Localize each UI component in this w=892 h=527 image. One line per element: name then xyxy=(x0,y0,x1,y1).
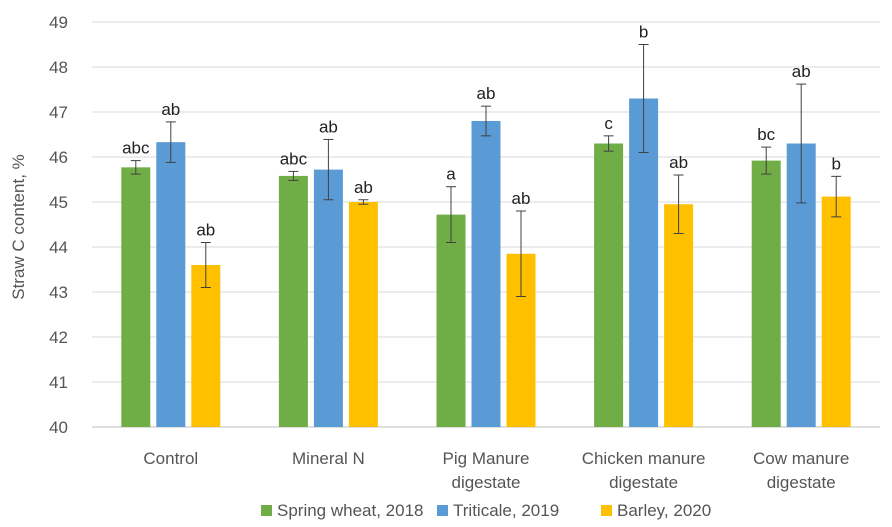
bar xyxy=(751,160,781,427)
bar xyxy=(191,265,221,427)
bar xyxy=(278,175,308,427)
error-bar xyxy=(358,199,369,205)
error-bar xyxy=(638,44,649,153)
x-category-label: Control xyxy=(143,449,198,468)
error-bar xyxy=(165,121,176,163)
legend-label: Spring wheat, 2018 xyxy=(277,501,424,520)
significance-label: ab xyxy=(477,84,496,103)
y-tick-label: 40 xyxy=(49,418,68,437)
y-tick-label: 48 xyxy=(49,58,68,77)
bar xyxy=(436,214,466,427)
legend-item: Spring wheat, 2018 xyxy=(261,501,424,520)
significance-label: a xyxy=(446,165,456,184)
significance-label: b xyxy=(831,154,840,173)
significance-label: ab xyxy=(196,221,215,240)
bar xyxy=(594,143,624,427)
y-tick-label: 45 xyxy=(49,193,68,212)
error-bar xyxy=(673,174,684,234)
error-bar xyxy=(761,146,772,175)
y-tick-label: 49 xyxy=(49,13,68,32)
significance-label: c xyxy=(604,114,613,133)
x-category-label: digestate xyxy=(609,473,678,492)
bar xyxy=(471,121,501,427)
error-bar xyxy=(323,138,334,201)
x-axis-categories: Control Mineral N Pig Manure digestate Chick… xyxy=(143,449,849,492)
error-bar xyxy=(831,175,842,218)
error-bars xyxy=(130,44,842,297)
x-category-label: digestate xyxy=(767,473,836,492)
significance-label: bc xyxy=(757,125,775,144)
significance-label: abc xyxy=(122,139,150,158)
bar xyxy=(348,202,378,427)
x-category-label: Mineral N xyxy=(292,449,365,468)
significance-label: b xyxy=(639,23,648,42)
significance-label: abc xyxy=(280,149,308,168)
error-bar xyxy=(200,242,211,288)
error-bar xyxy=(796,83,807,204)
significance-label: ab xyxy=(319,117,338,136)
y-tick-label: 44 xyxy=(49,238,68,257)
bars xyxy=(121,98,851,427)
significance-label: ab xyxy=(161,100,180,119)
error-bar xyxy=(516,210,526,297)
bar xyxy=(156,142,186,427)
significance-label: ab xyxy=(669,153,688,172)
x-category-label: digestate xyxy=(452,473,521,492)
y-tick-label: 41 xyxy=(49,373,68,392)
legend-label: Barley, 2020 xyxy=(617,501,711,520)
x-category-label: Cow manure xyxy=(753,449,849,468)
y-tick-label: 46 xyxy=(49,148,68,167)
significance-label: ab xyxy=(354,178,373,197)
legend-item: Barley, 2020 xyxy=(601,501,711,520)
bar xyxy=(629,98,659,427)
y-axis-title: Straw C content, % xyxy=(9,154,28,300)
significance-label: ab xyxy=(792,62,811,81)
legend-label: Triticale, 2019 xyxy=(453,501,559,520)
bar xyxy=(821,196,851,427)
y-tick-label: 43 xyxy=(49,283,68,302)
significance-label: ab xyxy=(512,189,531,208)
error-bar xyxy=(288,170,299,181)
x-category-label: Pig Manure xyxy=(443,449,530,468)
error-bar xyxy=(446,186,456,243)
legend-swatch xyxy=(261,505,272,516)
bar xyxy=(121,167,151,427)
legend: Spring wheat, 2018 Triticale, 2019 Barley,… xyxy=(261,501,711,520)
legend-item: Triticale, 2019 xyxy=(437,501,559,520)
bar xyxy=(313,169,343,427)
x-category-label: Chicken manure xyxy=(582,449,706,468)
error-bar xyxy=(603,135,614,152)
legend-swatch xyxy=(601,505,612,516)
legend-swatch xyxy=(437,505,448,516)
y-axis-ticks: 40 41 42 43 44 45 46 47 48 49 xyxy=(49,13,68,437)
y-tick-label: 42 xyxy=(49,328,68,347)
error-bar xyxy=(481,105,491,137)
error-bar xyxy=(130,160,141,175)
bar xyxy=(664,204,694,427)
y-tick-label: 47 xyxy=(49,103,68,122)
